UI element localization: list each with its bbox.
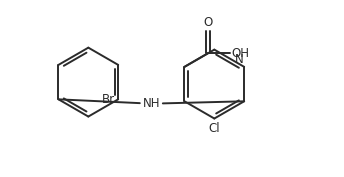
Text: OH: OH xyxy=(231,47,249,60)
Text: O: O xyxy=(204,16,213,29)
Text: Cl: Cl xyxy=(208,122,220,135)
Text: Br: Br xyxy=(102,93,115,106)
Text: NH: NH xyxy=(142,97,160,110)
Text: N: N xyxy=(234,53,243,66)
